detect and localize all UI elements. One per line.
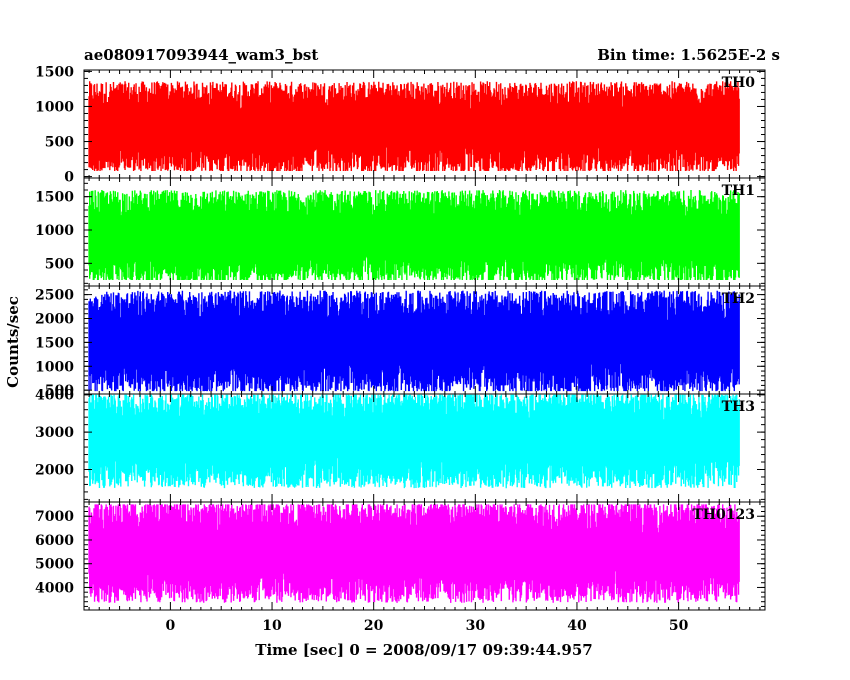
y-tick-label: 2500 bbox=[35, 288, 74, 304]
x-tick-labels: 0 10 20 30 40 50 bbox=[166, 618, 689, 634]
panel-label: TH0123 bbox=[692, 507, 755, 523]
y-tick-label: 1000 bbox=[35, 359, 74, 375]
panel-label: TH3 bbox=[722, 399, 755, 415]
y-axis-label: Counts/sec bbox=[4, 296, 22, 388]
y-tick-label: 500 bbox=[45, 256, 74, 272]
y-tick-label: 1500 bbox=[35, 64, 74, 80]
y-tick-label: 0 bbox=[64, 170, 74, 186]
panel-th2: 500 1000 1500 2000 2500 TH2 bbox=[35, 285, 766, 399]
x-axis-label: Time [sec] 0 = 2008/09/17 09:39:44.957 bbox=[255, 641, 592, 659]
y-tick-label: 6000 bbox=[35, 533, 74, 549]
y-tick-label: 2000 bbox=[35, 311, 74, 327]
panels-group: 0 500 1000 1500 TH0 500 1000 1500 TH1 500 1000 1500… bbox=[35, 64, 766, 611]
panel-th0: 0 500 1000 1500 TH0 bbox=[35, 64, 766, 186]
x-tick-label: 0 bbox=[166, 618, 176, 634]
series-th1 bbox=[88, 190, 740, 280]
panel-label: TH0 bbox=[722, 75, 756, 91]
y-tick-label: 4000 bbox=[35, 580, 74, 596]
series-th0 bbox=[88, 81, 740, 171]
panel-label: TH2 bbox=[722, 291, 755, 307]
x-tick-label: 30 bbox=[466, 618, 486, 634]
y-tick-label: 1000 bbox=[35, 223, 74, 239]
x-tick-label: 50 bbox=[669, 618, 689, 634]
y-tick-label: 7000 bbox=[35, 509, 74, 525]
y-tick-label: 2000 bbox=[35, 462, 74, 478]
y-tick-label: 3000 bbox=[35, 425, 74, 441]
panel-th0123: 4000 5000 6000 7000 TH0123 bbox=[35, 501, 766, 611]
panel-label: TH1 bbox=[722, 183, 755, 199]
x-tick-label: 20 bbox=[364, 618, 384, 634]
panel-th1: 500 1000 1500 TH1 bbox=[35, 177, 766, 287]
series-th3 bbox=[88, 394, 740, 489]
series-th2 bbox=[88, 290, 740, 392]
chart-title-left: ae080917093944_wam3_bst bbox=[84, 46, 318, 64]
panel-th3: 2000 3000 4000 TH3 bbox=[35, 388, 766, 503]
x-tick-label: 40 bbox=[567, 618, 587, 634]
y-tick-label: 500 bbox=[45, 383, 74, 399]
y-tick-label: 500 bbox=[45, 135, 74, 151]
y-tick-label: 1500 bbox=[35, 335, 74, 351]
y-tick-label: 4000 bbox=[35, 388, 74, 404]
y-tick-label: 5000 bbox=[35, 557, 74, 573]
y-tick-label: 1000 bbox=[35, 99, 74, 115]
x-tick-label: 10 bbox=[262, 618, 282, 634]
y-tick-label: 1500 bbox=[35, 190, 74, 206]
chart-title-right: Bin time: 1.5625E-2 s bbox=[597, 46, 780, 64]
series-th0123 bbox=[88, 504, 740, 603]
